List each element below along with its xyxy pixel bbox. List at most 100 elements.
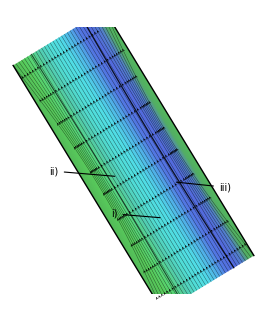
Polygon shape xyxy=(68,32,218,278)
Polygon shape xyxy=(26,57,176,303)
Polygon shape xyxy=(89,19,239,265)
Polygon shape xyxy=(64,34,214,280)
Polygon shape xyxy=(30,55,180,301)
Polygon shape xyxy=(72,30,221,275)
Polygon shape xyxy=(46,45,197,291)
Polygon shape xyxy=(27,57,177,303)
Polygon shape xyxy=(92,17,242,263)
Polygon shape xyxy=(73,29,223,275)
Polygon shape xyxy=(33,53,183,299)
Polygon shape xyxy=(70,30,220,276)
Polygon shape xyxy=(74,28,224,274)
Polygon shape xyxy=(59,38,209,283)
Polygon shape xyxy=(37,51,187,297)
Polygon shape xyxy=(66,33,216,279)
Polygon shape xyxy=(35,52,185,298)
Polygon shape xyxy=(72,29,222,275)
Polygon shape xyxy=(23,59,173,305)
Polygon shape xyxy=(37,51,187,297)
Polygon shape xyxy=(32,54,182,300)
Polygon shape xyxy=(28,56,178,302)
Polygon shape xyxy=(14,65,164,310)
Polygon shape xyxy=(50,43,200,289)
Polygon shape xyxy=(43,47,193,293)
Polygon shape xyxy=(92,18,241,263)
Polygon shape xyxy=(81,24,230,270)
Polygon shape xyxy=(56,39,206,285)
Polygon shape xyxy=(46,45,196,291)
Polygon shape xyxy=(58,38,208,284)
Polygon shape xyxy=(83,23,232,269)
Polygon shape xyxy=(17,63,167,308)
Polygon shape xyxy=(104,10,254,256)
Polygon shape xyxy=(57,39,207,284)
Polygon shape xyxy=(24,59,174,305)
Polygon shape xyxy=(98,13,248,259)
Polygon shape xyxy=(39,50,189,296)
Polygon shape xyxy=(43,47,193,293)
Polygon shape xyxy=(37,51,186,297)
Polygon shape xyxy=(55,40,205,286)
Polygon shape xyxy=(47,45,197,291)
Polygon shape xyxy=(42,48,192,293)
Polygon shape xyxy=(89,19,239,265)
Polygon shape xyxy=(20,61,170,307)
Polygon shape xyxy=(81,24,231,270)
Polygon shape xyxy=(13,65,163,311)
Polygon shape xyxy=(26,58,175,303)
Polygon shape xyxy=(20,61,170,307)
Polygon shape xyxy=(96,15,246,261)
Polygon shape xyxy=(74,28,224,274)
Polygon shape xyxy=(87,20,237,266)
Polygon shape xyxy=(91,18,241,264)
Polygon shape xyxy=(73,29,223,275)
Polygon shape xyxy=(23,59,173,305)
Polygon shape xyxy=(54,40,204,286)
Polygon shape xyxy=(26,57,176,303)
Polygon shape xyxy=(97,14,247,260)
Polygon shape xyxy=(67,33,217,279)
Polygon shape xyxy=(57,39,207,284)
Polygon shape xyxy=(15,64,165,310)
Polygon shape xyxy=(86,21,236,267)
Polygon shape xyxy=(80,24,230,270)
Polygon shape xyxy=(90,19,239,265)
Polygon shape xyxy=(97,14,247,260)
Polygon shape xyxy=(100,12,250,258)
Polygon shape xyxy=(18,63,167,308)
Polygon shape xyxy=(98,13,248,259)
Polygon shape xyxy=(58,38,208,283)
Polygon shape xyxy=(15,64,165,310)
Polygon shape xyxy=(30,55,180,301)
Polygon shape xyxy=(101,12,251,257)
Polygon shape xyxy=(29,56,178,302)
Polygon shape xyxy=(51,42,201,288)
Polygon shape xyxy=(28,56,177,302)
Polygon shape xyxy=(21,60,171,306)
Polygon shape xyxy=(82,23,232,269)
Polygon shape xyxy=(59,37,209,283)
Polygon shape xyxy=(94,16,244,262)
Polygon shape xyxy=(31,55,180,300)
Polygon shape xyxy=(61,36,210,282)
Polygon shape xyxy=(36,52,186,297)
Polygon shape xyxy=(60,37,210,282)
Polygon shape xyxy=(62,35,212,281)
Polygon shape xyxy=(76,27,225,273)
Polygon shape xyxy=(101,12,250,258)
Polygon shape xyxy=(88,20,237,266)
Polygon shape xyxy=(53,41,203,287)
Polygon shape xyxy=(30,55,179,301)
Polygon shape xyxy=(55,39,205,285)
Polygon shape xyxy=(55,40,205,286)
Polygon shape xyxy=(54,41,203,286)
Polygon shape xyxy=(14,65,164,311)
Polygon shape xyxy=(61,36,211,282)
Polygon shape xyxy=(85,22,234,268)
Polygon shape xyxy=(57,39,206,285)
Polygon shape xyxy=(50,43,199,289)
Polygon shape xyxy=(48,44,198,290)
Polygon shape xyxy=(42,48,192,293)
Polygon shape xyxy=(19,62,168,308)
Polygon shape xyxy=(29,56,179,301)
